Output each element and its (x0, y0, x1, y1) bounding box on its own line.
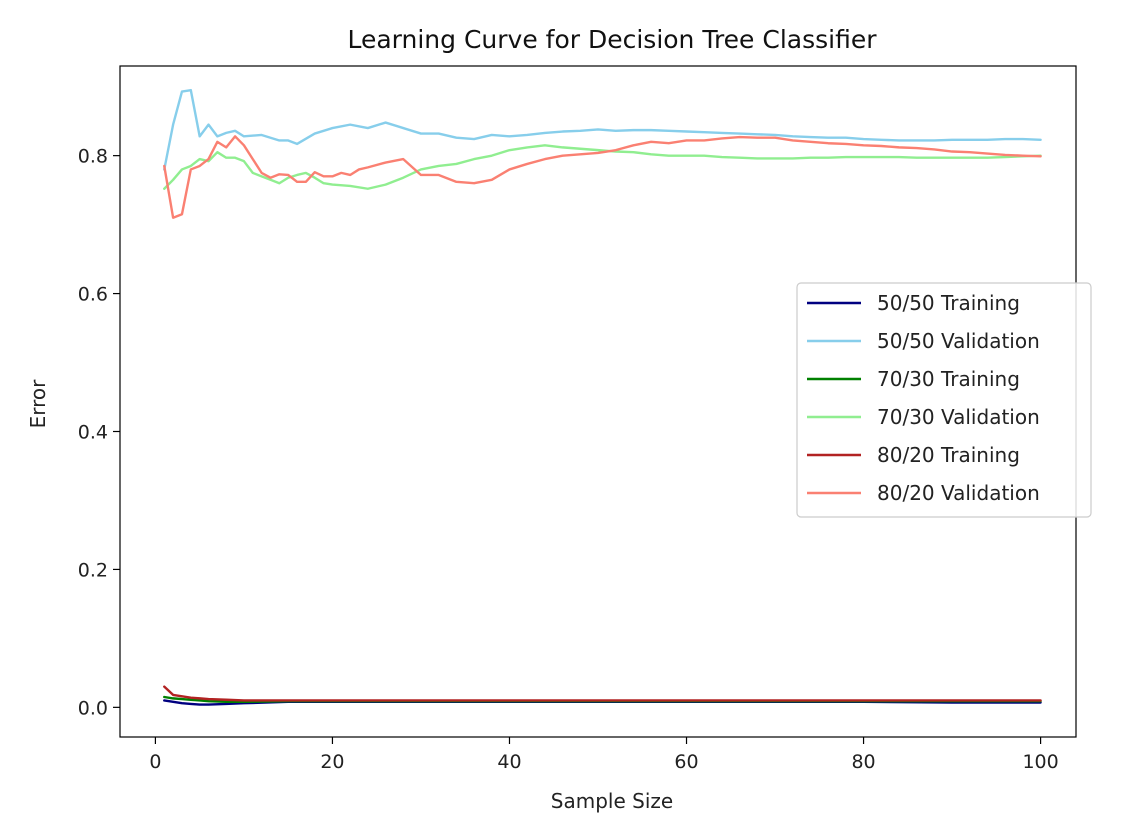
legend-box (796, 282, 1092, 518)
x-tick-label: 40 (497, 751, 521, 773)
series-layer (163, 88, 1042, 706)
legend-label: 50/50 Training (877, 291, 1020, 315)
y-tick-label: 0.4 (78, 421, 108, 443)
legend-label: 70/30 Training (877, 367, 1020, 391)
y-axis: 0.0 0.2 0.4 0.6 0.8 (78, 146, 120, 719)
x-tick-label: 0 (149, 751, 161, 773)
series-line-50-50-validation (163, 88, 1042, 171)
y-tick-label: 0.8 (78, 146, 108, 168)
x-tick-label: 60 (674, 751, 698, 773)
x-tick-label: 80 (851, 751, 875, 773)
y-tick-label: 0.2 (78, 559, 108, 581)
series-line-70-30-validation (163, 144, 1042, 190)
y-axis-label: Error (26, 379, 50, 429)
series-line-80-20-training (163, 685, 1042, 702)
legend-label: 80/20 Training (877, 443, 1020, 467)
x-tick-label: 100 (1022, 751, 1058, 773)
legend-label: 50/50 Validation (877, 329, 1040, 353)
legend-label: 70/30 Validation (877, 405, 1040, 429)
x-axis: 0 20 40 60 80 100 (149, 737, 1059, 773)
y-tick-label: 0.0 (78, 697, 108, 719)
chart-title: Learning Curve for Decision Tree Classif… (347, 25, 877, 54)
legend: 50/50 Training 50/50 Validation 70/30 Trai… (796, 282, 1092, 518)
y-tick-label: 0.6 (78, 284, 108, 306)
x-axis-label: Sample Size (551, 789, 673, 813)
series-line-80-20-validation (163, 135, 1042, 219)
legend-label: 80/20 Validation (877, 481, 1040, 505)
x-tick-label: 20 (320, 751, 344, 773)
